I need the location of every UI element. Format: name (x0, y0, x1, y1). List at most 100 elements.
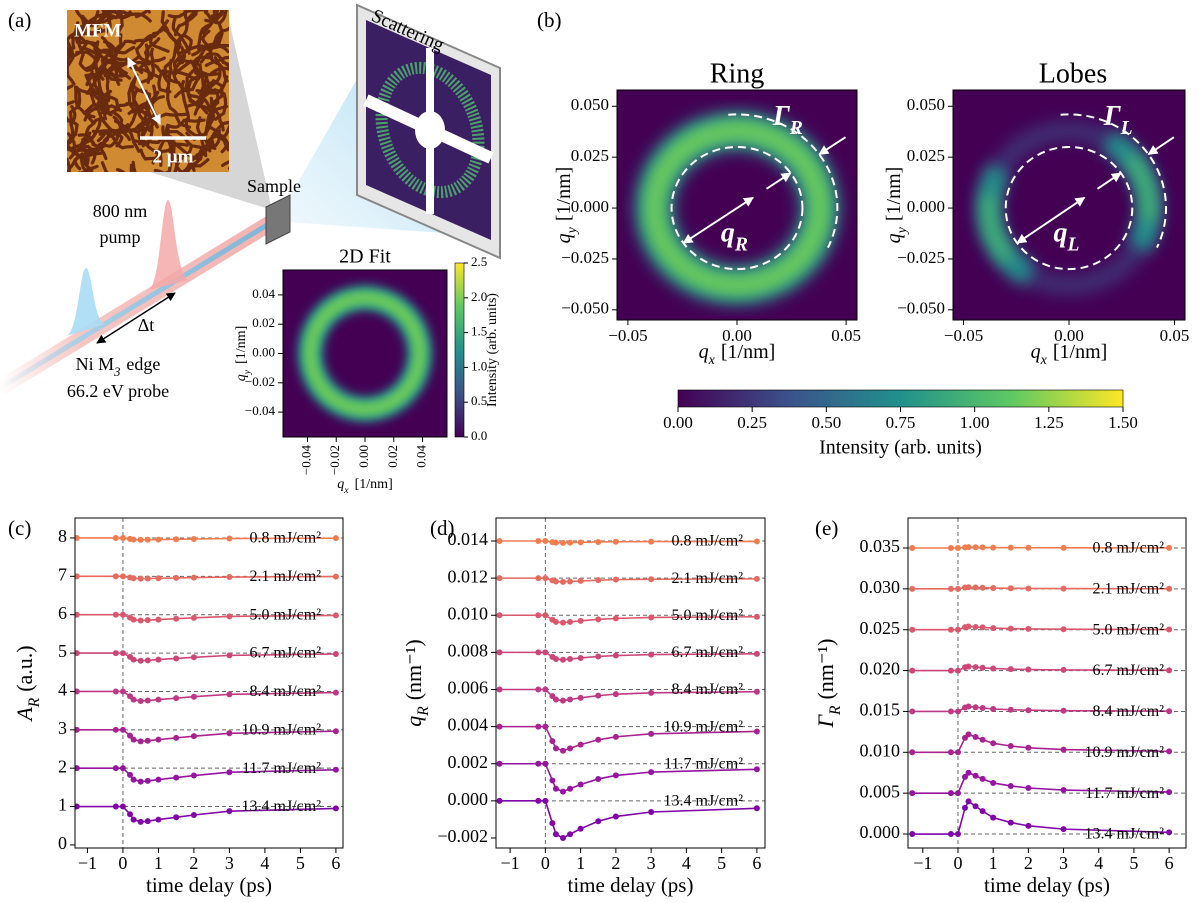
data-point (577, 539, 584, 546)
data-point (332, 612, 339, 619)
data-point (1025, 625, 1032, 632)
y-tick-label: 0.035 (860, 536, 901, 556)
plot-frame (907, 517, 1187, 849)
data-point (954, 790, 961, 797)
data-point (909, 749, 916, 756)
x-tick-label: 0 (118, 853, 127, 873)
data-point (112, 573, 119, 580)
data-point (595, 775, 602, 782)
colorbar-tick-label: 0.50 (811, 413, 841, 432)
dashed-arc (728, 113, 839, 249)
x-tick-label: 1 (576, 853, 585, 873)
data-point (130, 696, 137, 703)
data-point (112, 611, 119, 618)
data-point (155, 616, 162, 623)
data-point (972, 623, 979, 630)
series-label: 11.7 mJ/cm² (664, 755, 743, 772)
data-point (559, 834, 566, 841)
data-point (332, 805, 339, 812)
data-point (1060, 585, 1067, 592)
pump-pulse (148, 200, 190, 290)
data-point (962, 773, 969, 780)
x-tick-label: −0.05 (944, 326, 983, 345)
data-point (965, 584, 972, 591)
annotation-arrow (818, 136, 847, 156)
data-point (332, 650, 339, 657)
data-point (972, 734, 979, 741)
data-point (552, 785, 559, 792)
data-point (1007, 625, 1014, 632)
data-point (612, 538, 619, 545)
data-point (332, 573, 339, 580)
data-point (954, 626, 961, 633)
y-axis-label: AR(a.u.) (12, 645, 43, 722)
data-point (972, 704, 979, 711)
series-label: 0.8 mJ/cm² (672, 533, 744, 550)
data-point (535, 797, 542, 804)
pump-label: 800 nm (93, 201, 148, 221)
x-axis-label: qx [1/nm] (337, 477, 392, 496)
data-point (226, 652, 233, 659)
plot-frame (74, 517, 344, 849)
data-point (1025, 822, 1032, 829)
panel-label: (d) (430, 516, 455, 540)
y-tick-label: 2 (58, 756, 67, 776)
data-point (496, 686, 503, 693)
data-point (75, 765, 80, 772)
y-tick-label: 0.025 (860, 618, 901, 638)
y-axis-label: qy[1/nm] (234, 326, 253, 381)
data-point (119, 688, 126, 695)
y-tick-label: 0.050 (907, 95, 945, 114)
data-point (965, 798, 972, 805)
data-point (542, 538, 549, 545)
series-label: 0.8 mJ/cm² (250, 530, 322, 547)
data-point (965, 769, 972, 776)
data-point (75, 688, 80, 695)
y-tick-label: 6 (58, 603, 67, 623)
data-point (226, 535, 233, 542)
data-point (753, 538, 760, 545)
data-point (972, 584, 979, 591)
data-point (190, 772, 197, 779)
series-label: 8.4 mJ/cm² (672, 681, 744, 698)
data-point (965, 544, 972, 551)
colorbar-tick-label: 1.25 (1034, 413, 1064, 432)
data-point (965, 663, 972, 670)
data-point (648, 614, 655, 621)
x-tick-label: −1 (913, 853, 932, 873)
data-point (173, 774, 180, 781)
data-point (954, 667, 961, 674)
data-point (1007, 585, 1014, 592)
data-point (127, 811, 134, 818)
data-point (753, 688, 760, 695)
data-point (552, 831, 559, 838)
y-tick-label: 8 (58, 526, 67, 546)
data-point (112, 650, 119, 657)
y-tick-label: −0.025 (897, 248, 945, 267)
data-point (909, 708, 916, 715)
x-tick-label: 1 (989, 853, 998, 873)
x-tick-label: 4 (1094, 853, 1103, 873)
data-point (990, 814, 997, 821)
plot-area (496, 518, 765, 848)
data-point (552, 578, 559, 585)
data-point (137, 818, 144, 825)
data-point (577, 617, 584, 624)
data-point (567, 831, 574, 838)
data-point (753, 805, 760, 812)
data-point (909, 626, 916, 633)
x-axis-label: time delay (ps) (984, 873, 1110, 897)
y-tick-label: −0.050 (561, 299, 609, 318)
data-point (542, 686, 549, 693)
data-point (753, 766, 760, 773)
data-point (332, 728, 339, 735)
data-point (990, 625, 997, 632)
data-point (947, 626, 954, 633)
colorbar-scale (454, 262, 465, 438)
series-label: 10.9 mJ/cm² (664, 718, 744, 735)
data-point (112, 803, 119, 810)
y-tick-label: 0.030 (860, 577, 901, 597)
series-label: 5.0 mJ/cm² (250, 606, 322, 623)
y-axis-label: qy[1/nm] (883, 167, 910, 244)
